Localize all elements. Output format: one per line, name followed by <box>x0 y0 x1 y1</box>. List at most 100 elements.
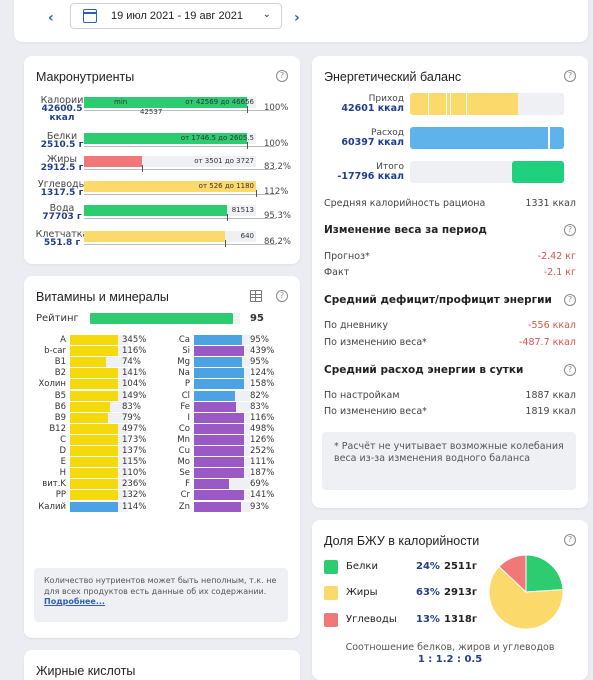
mineral-percent: 126% <box>250 435 275 445</box>
vitamin-bar <box>70 446 128 456</box>
date-range-text: 19 июл 2021 - 19 авг 2021 <box>111 10 243 22</box>
mineral-bar-fill <box>194 391 235 401</box>
pie-slice <box>525 554 564 593</box>
rating-label: Рейтинг <box>36 313 79 324</box>
vitamin-name: B5 <box>54 391 66 401</box>
table-view-icon[interactable] <box>250 290 262 302</box>
mineral-bar-fill <box>194 457 244 467</box>
help-icon[interactable]: ? <box>564 224 576 236</box>
mineral-bar-fill <box>194 502 241 512</box>
bju-title: Доля БЖУ в калорийности <box>324 534 480 548</box>
vitamin-name: B2 <box>54 368 66 378</box>
vitamin-bar <box>70 379 128 389</box>
chevron-down-icon: ⌄ <box>262 9 271 20</box>
next-period-button[interactable]: › <box>294 10 300 26</box>
help-icon[interactable]: ? <box>564 534 576 546</box>
total-label-group: Итого -17796 ккал <box>324 162 404 182</box>
vitamin-name: B6 <box>54 402 66 412</box>
vitamins-card: Витамины и минералы ? Рейтинг 95 A 345% b… <box>24 276 300 638</box>
vitamin-percent: 149% <box>122 391 147 401</box>
mineral-percent: 116% <box>250 413 275 423</box>
vitamin-percent: 173% <box>122 435 147 445</box>
mineral-bar-fill <box>194 402 236 412</box>
vitamin-percent: 116% <box>122 346 147 356</box>
date-range-picker[interactable]: 19 июл 2021 - 19 авг 2021 ⌄ <box>70 3 282 29</box>
more-link[interactable]: Подробнее... <box>44 597 105 606</box>
income-label-group: Приход 42601 ккал <box>324 94 404 114</box>
vitamin-bar-fill <box>70 424 118 434</box>
vitamin-bar-fill <box>70 446 118 456</box>
mineral-bar <box>194 490 250 500</box>
mineral-name: P <box>184 379 190 389</box>
vitamin-percent: 137% <box>122 446 147 456</box>
forecast-row: Прогноз* -2.42 кг <box>324 251 576 262</box>
macro-percent: 100% <box>264 103 289 113</box>
help-icon[interactable]: ? <box>276 290 288 302</box>
vitamin-bar-fill <box>70 357 106 367</box>
bju-legend-swatch <box>324 613 338 627</box>
mineral-name: Zn <box>178 502 190 512</box>
help-icon[interactable]: ? <box>564 364 576 376</box>
help-icon[interactable]: ? <box>564 70 576 82</box>
vitamin-name: B1 <box>54 357 66 367</box>
vitamin-percent: 110% <box>122 468 147 478</box>
macro-range-label: 81513 <box>231 206 254 214</box>
macro-bar: от 1746.5 до 2605.5 <box>84 133 256 144</box>
mineral-percent: 95% <box>250 335 269 345</box>
vitamin-percent: 132% <box>122 490 147 500</box>
pie-slice <box>488 565 564 630</box>
vitamin-bar-fill <box>70 413 108 423</box>
macro-title: Макронутриенты <box>36 70 135 84</box>
mineral-name: Na <box>178 368 190 378</box>
vitamin-percent: 345% <box>122 335 147 345</box>
help-icon[interactable]: ? <box>564 294 576 306</box>
mineral-bar <box>194 479 250 489</box>
bju-legend-pct: 24% <box>416 561 440 572</box>
mineral-name: Cr <box>180 490 190 500</box>
bju-legend-grams: 1318г <box>444 614 478 625</box>
macro-bar-fill <box>84 231 225 242</box>
vitamin-name: Калий <box>38 502 66 512</box>
energy-title: Энергетический баланс <box>324 70 462 84</box>
vitamin-percent: 74% <box>122 357 141 367</box>
vitamin-bar <box>70 402 128 412</box>
bju-legend-swatch <box>324 586 338 600</box>
mineral-percent: 124% <box>250 368 275 378</box>
macro-label: Клетчатка 551.8 г <box>35 229 89 248</box>
macro-bar: 640 <box>84 231 256 242</box>
mineral-bar <box>194 413 250 423</box>
deficit-weight-row: По изменению веса* -487.7 ккал <box>324 337 576 348</box>
vitamin-bar-fill <box>70 391 118 401</box>
weight-change-title: Изменение веса за период <box>324 224 487 236</box>
macro-bar-fill <box>84 97 247 108</box>
macro-bar: 81513 <box>84 205 256 216</box>
mineral-bar <box>194 502 250 512</box>
vitamin-name: b-car <box>44 346 66 356</box>
mineral-bar-fill <box>194 424 244 434</box>
vitamin-name: D <box>59 446 66 456</box>
mineral-name: Ca <box>178 335 190 345</box>
macro-label: Углеводы 1317.5 г <box>37 179 87 198</box>
energy-note: * Расчёт не учитывает возможные колебани… <box>322 432 576 490</box>
mineral-bar-fill <box>194 379 244 389</box>
vitamin-name: PP <box>55 490 66 500</box>
mineral-name: Mg <box>177 357 190 367</box>
mineral-bar <box>194 457 250 467</box>
help-icon[interactable]: ? <box>276 70 288 82</box>
prev-period-button[interactable]: ‹ <box>48 10 54 26</box>
rating-bar-fill <box>90 313 233 324</box>
vitamin-bar-fill <box>70 468 118 478</box>
vitamin-bar-fill <box>70 402 110 412</box>
vitamin-name: E <box>60 457 66 467</box>
mineral-percent: 158% <box>250 379 275 389</box>
macro-label: Белки 2510.5 г <box>40 131 84 150</box>
total-value: -17796 ккал <box>337 171 404 182</box>
vitamin-name: B9 <box>54 413 66 423</box>
vitamin-name: A <box>60 335 66 345</box>
expense-bar <box>410 127 564 149</box>
mineral-name: Cl <box>181 391 190 401</box>
vitamin-bar <box>70 346 128 356</box>
mineral-percent: 498% <box>250 424 275 434</box>
expense-weight-row: По изменению веса* 1819 ккал <box>324 406 576 417</box>
vitamin-percent: 115% <box>122 457 147 467</box>
